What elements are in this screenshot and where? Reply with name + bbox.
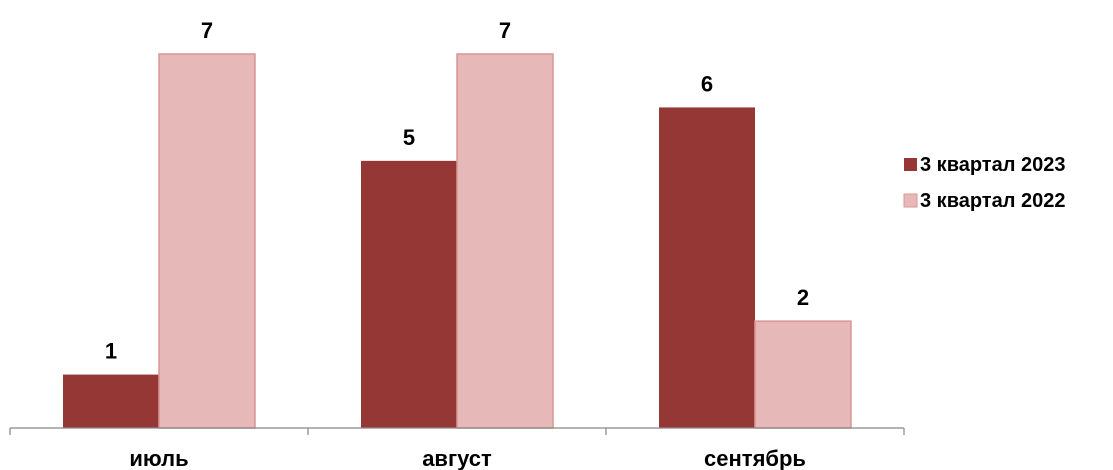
bar-series1-3: [659, 107, 755, 428]
bar-series2-1: [158, 53, 256, 429]
x-axis: июль август сентябрь: [9, 427, 905, 470]
data-label: 2: [797, 285, 809, 310]
data-label: 7: [499, 18, 511, 43]
legend-swatch-1: [904, 158, 917, 171]
plot-area: 1 7 5 7 6 2: [63, 18, 852, 429]
bar-series1-2: [361, 160, 457, 428]
data-label: 1: [105, 339, 117, 364]
legend-swatch-2: [903, 193, 918, 208]
x-tick-label: июль: [129, 446, 188, 470]
bar-series2-2: [456, 53, 554, 429]
legend-label-1: 3 квартал 2023: [920, 154, 1065, 176]
legend: 3 квартал 2023 3 квартал 2022: [903, 154, 1065, 212]
bar-series2-3: [754, 320, 852, 429]
data-label: 7: [201, 18, 213, 43]
legend-label-2: 3 квартал 2022: [920, 190, 1065, 212]
data-label: 5: [403, 125, 415, 150]
bar-series1-1: [63, 374, 159, 428]
x-tick-label: сентябрь: [704, 446, 806, 470]
data-label: 6: [701, 71, 713, 96]
x-tick-label: август: [422, 446, 492, 470]
